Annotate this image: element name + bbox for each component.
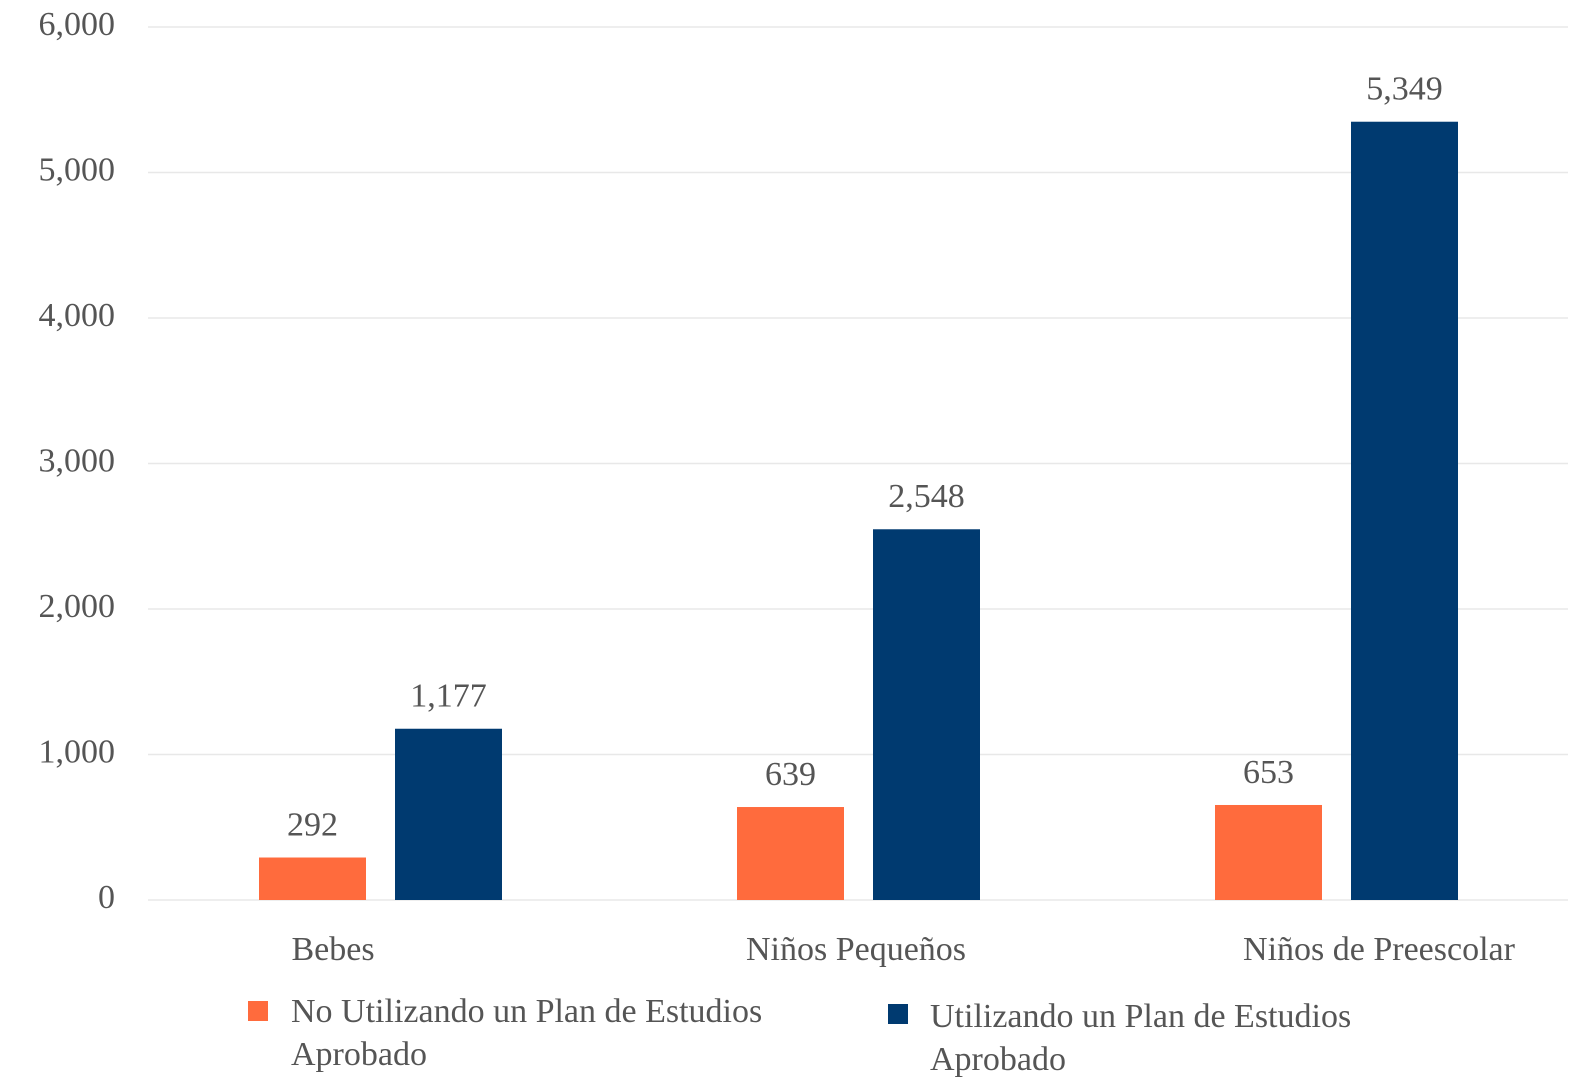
data-label: 653 — [1243, 754, 1294, 791]
legend-swatch — [248, 1001, 268, 1021]
data-label: 1,177 — [410, 678, 487, 715]
data-label: 2,548 — [888, 478, 965, 515]
y-tick-label: 6,000 — [39, 6, 116, 43]
legend-swatch — [888, 1004, 908, 1024]
bar — [259, 857, 366, 900]
y-tick-label: 3,000 — [39, 442, 116, 479]
data-label: 292 — [287, 806, 338, 843]
legend-label: Utilizando un Plan de Estudios Aprobado — [930, 998, 1352, 1078]
x-tick-label: Niños de Preescolar — [1243, 931, 1516, 968]
bar — [395, 728, 502, 900]
x-tick-label: Bebes — [291, 931, 374, 968]
bar — [737, 807, 844, 900]
y-tick-label: 5,000 — [39, 151, 116, 188]
bar — [1215, 804, 1322, 900]
y-tick-label: 1,000 — [39, 733, 116, 770]
legend-label: No Utilizando un Plan de Estudios Aproba… — [291, 993, 763, 1073]
chart: 0 1,000 2,000 3,000 4,000 5,000 6,000 Bebes 292 1… — [39, 6, 1568, 968]
bar — [873, 529, 980, 900]
y-tick-label: 0 — [98, 879, 115, 916]
x-tick-label: Niños Pequeños — [746, 931, 966, 968]
data-label: 5,349 — [1366, 71, 1443, 108]
bar — [1351, 121, 1458, 900]
y-tick-label: 4,000 — [39, 297, 116, 334]
data-label: 639 — [765, 756, 816, 793]
y-tick-label: 2,000 — [39, 588, 116, 625]
